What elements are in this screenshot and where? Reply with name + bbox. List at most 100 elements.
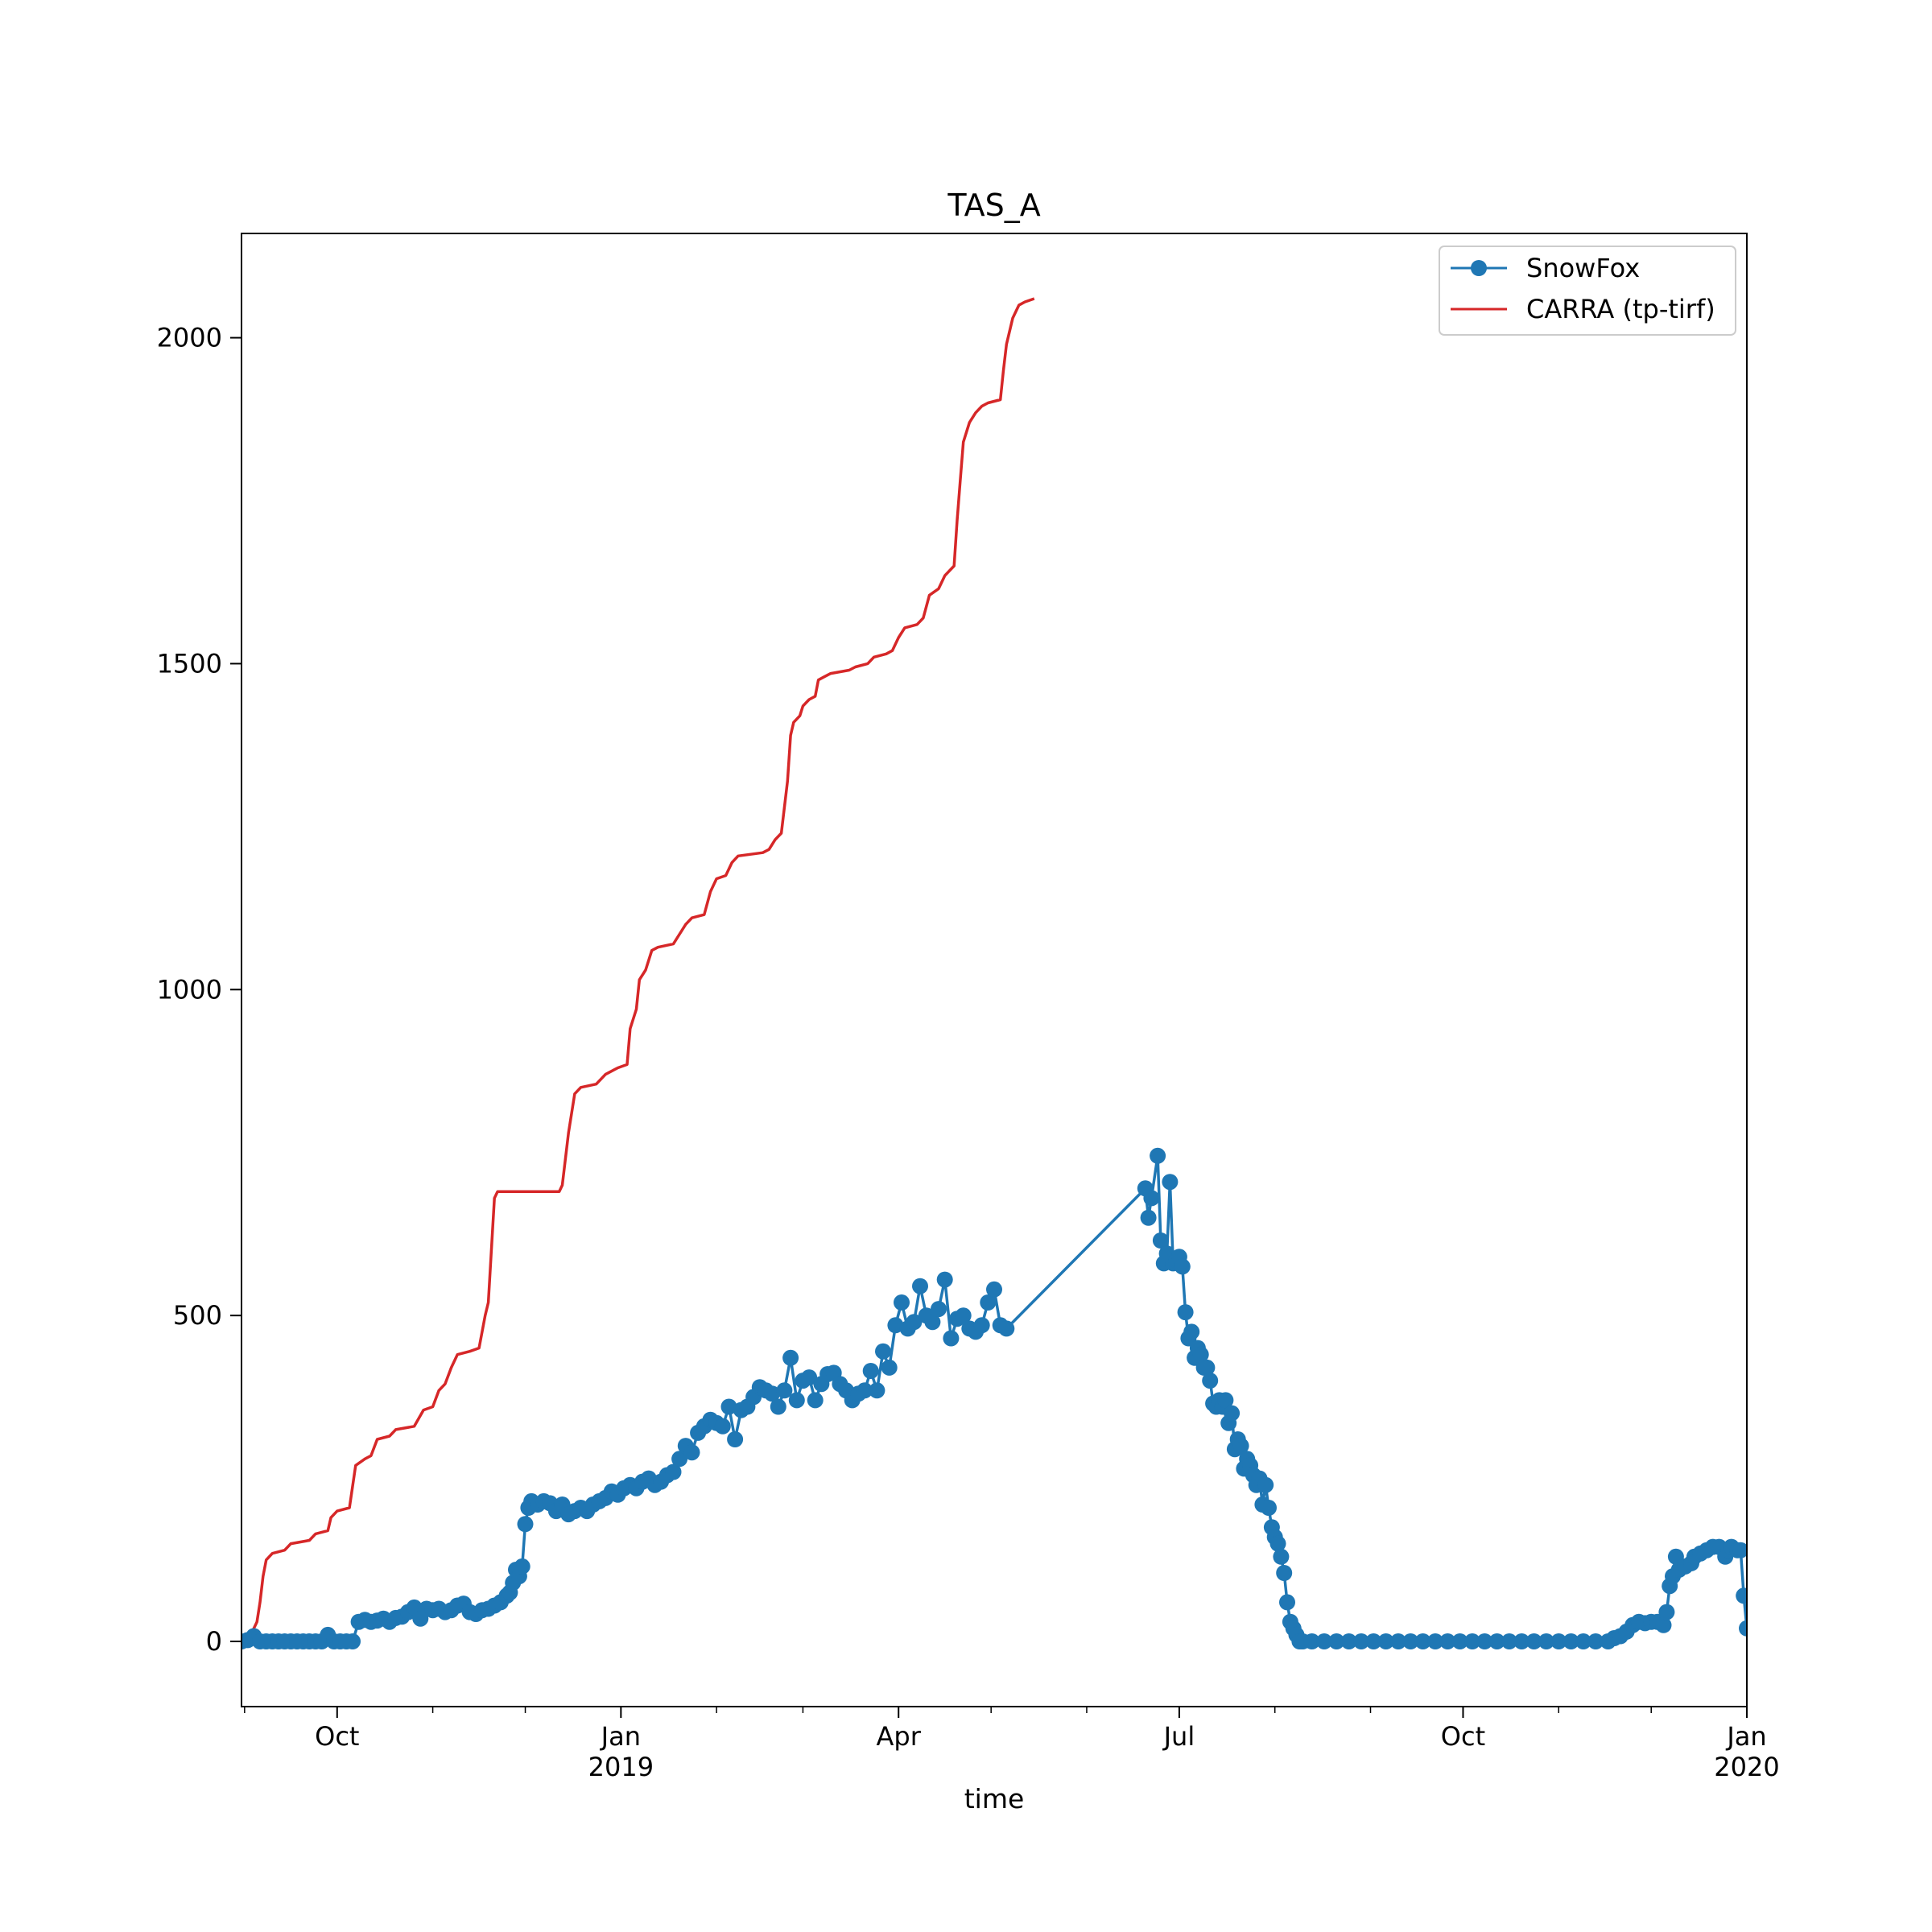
legend-label-snowfox: SnowFox	[1526, 253, 1640, 283]
plot-area-frame	[241, 233, 1748, 1707]
data-point	[998, 1320, 1015, 1337]
data-point	[1525, 1633, 1542, 1649]
data-point	[1439, 1633, 1456, 1649]
data-point	[1340, 1633, 1357, 1649]
data-point	[514, 1558, 530, 1575]
data-point	[1328, 1633, 1345, 1649]
data-point	[973, 1317, 990, 1334]
data-point	[1464, 1633, 1480, 1649]
data-point	[894, 1294, 910, 1311]
data-point	[1217, 1392, 1234, 1409]
data-point	[1575, 1633, 1591, 1649]
data-point	[1150, 1147, 1166, 1164]
data-point	[936, 1271, 953, 1288]
data-point	[1563, 1633, 1579, 1649]
data-point	[906, 1314, 923, 1331]
data-point	[1550, 1633, 1567, 1649]
y-axis: 0 500 1000 1500 2000	[157, 323, 242, 1657]
data-point	[1736, 1587, 1747, 1604]
data-point	[1365, 1633, 1382, 1649]
data-point	[869, 1382, 886, 1399]
series-layer	[242, 297, 1747, 1649]
data-point	[955, 1307, 972, 1324]
data-point	[1655, 1616, 1672, 1633]
data-point	[1587, 1633, 1604, 1649]
data-point	[727, 1431, 744, 1447]
data-point	[776, 1382, 793, 1399]
data-point	[924, 1314, 941, 1331]
x-tick-label: Oct	[1441, 1721, 1485, 1752]
data-point	[1273, 1548, 1290, 1565]
data-point	[788, 1392, 805, 1409]
data-point	[1476, 1633, 1493, 1649]
x-tick-label: Oct	[315, 1721, 359, 1752]
data-point	[1162, 1174, 1179, 1191]
legend-label-carra: CARRA (tp-tirf)	[1526, 294, 1715, 324]
data-point	[345, 1633, 361, 1649]
data-point	[1276, 1565, 1293, 1581]
y-tick-label: 2000	[157, 323, 222, 353]
data-point	[875, 1343, 891, 1360]
x-tick-sublabel: 2020	[1714, 1752, 1779, 1782]
data-point	[862, 1363, 879, 1379]
data-point	[1199, 1359, 1216, 1376]
data-point	[720, 1398, 737, 1415]
data-point	[1390, 1633, 1406, 1649]
data-point	[1269, 1535, 1286, 1552]
data-point	[1232, 1438, 1249, 1455]
data-point	[714, 1418, 731, 1435]
data-point	[1402, 1633, 1419, 1649]
data-point	[665, 1463, 682, 1480]
x-tick-sublabel: 2019	[588, 1752, 654, 1782]
data-point	[1739, 1620, 1747, 1637]
data-point	[1140, 1209, 1157, 1226]
data-point	[1177, 1304, 1194, 1321]
data-point	[1427, 1633, 1443, 1649]
data-point	[1732, 1542, 1747, 1558]
data-point	[1143, 1190, 1160, 1207]
data-point	[931, 1301, 947, 1318]
data-point	[887, 1317, 904, 1334]
data-point	[1261, 1500, 1277, 1516]
data-point	[1414, 1633, 1431, 1649]
x-tick-label: Jan	[1725, 1721, 1766, 1752]
x-tick-label: Jan	[600, 1721, 641, 1752]
data-point	[986, 1281, 1002, 1298]
data-point	[1377, 1633, 1394, 1649]
series-line-carra-tp-tirf	[242, 297, 1035, 1643]
data-point	[1192, 1346, 1209, 1363]
data-point	[1513, 1633, 1530, 1649]
y-tick-label: 0	[206, 1626, 222, 1657]
data-point	[801, 1369, 818, 1386]
data-point	[1202, 1373, 1219, 1389]
data-point	[1353, 1633, 1369, 1649]
data-point	[1451, 1633, 1468, 1649]
data-point	[671, 1451, 688, 1468]
data-point	[1501, 1633, 1517, 1649]
data-point	[1316, 1633, 1332, 1649]
y-tick-label: 1500	[157, 648, 222, 679]
series-carra-tp-tirf	[242, 297, 1035, 1643]
data-point	[943, 1330, 960, 1347]
data-point	[782, 1349, 799, 1366]
data-point	[807, 1392, 824, 1409]
data-point	[1183, 1323, 1200, 1340]
y-tick-label: 500	[173, 1300, 222, 1331]
x-tick-label: Jul	[1162, 1721, 1195, 1752]
data-point	[1303, 1633, 1320, 1649]
legend-box	[1439, 246, 1736, 336]
data-point	[1257, 1476, 1274, 1493]
x-axis-title: time	[964, 1783, 1025, 1814]
series-snowfox	[242, 1147, 1747, 1649]
y-tick-label: 1000	[157, 974, 222, 1005]
data-point	[1279, 1594, 1295, 1611]
data-point	[1658, 1604, 1675, 1620]
legend-marker-snowfox	[1471, 260, 1487, 276]
data-point	[517, 1516, 534, 1533]
data-point	[1224, 1405, 1241, 1422]
data-point	[980, 1294, 997, 1311]
data-point	[764, 1385, 781, 1402]
